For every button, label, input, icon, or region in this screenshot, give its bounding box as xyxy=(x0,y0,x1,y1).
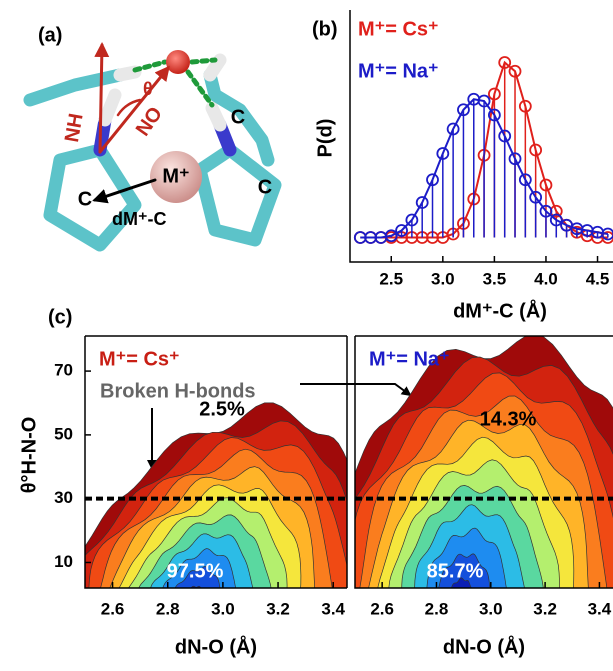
panel-label: (a) xyxy=(38,24,62,46)
point xyxy=(395,224,408,237)
point xyxy=(508,152,522,166)
atom-label: C xyxy=(78,188,92,210)
contour-level xyxy=(190,585,202,588)
series-line xyxy=(360,98,609,239)
point xyxy=(405,213,419,227)
x-tick-label: 3.5 xyxy=(483,269,507,288)
point xyxy=(539,178,553,192)
point xyxy=(518,173,532,187)
x-axis-label: dN-O (Å) xyxy=(175,634,257,658)
x-tick-label: 2.6 xyxy=(370,599,394,618)
point xyxy=(529,143,543,157)
point xyxy=(415,196,429,209)
y-tick-label: 10 xyxy=(54,552,73,571)
point xyxy=(384,229,398,243)
axis xyxy=(354,335,613,589)
x-tick-label: 2.8 xyxy=(156,599,180,618)
molecule xyxy=(23,42,282,252)
annotation-arrow xyxy=(300,383,412,397)
point xyxy=(601,231,613,244)
contour-level xyxy=(438,553,491,588)
x-tick-label: 2.5 xyxy=(379,269,403,288)
annotation: 2.5% xyxy=(199,398,245,420)
y-axis-label: θ°H-N-O xyxy=(18,417,40,494)
point xyxy=(549,213,563,227)
vector-label: NH xyxy=(61,112,88,144)
atom-label: C xyxy=(258,176,272,198)
panel-label: (b) xyxy=(312,18,338,40)
y-tick-label: 30 xyxy=(54,488,73,507)
x-tick-label: 3.4 xyxy=(321,599,345,618)
point xyxy=(498,56,512,69)
point xyxy=(601,227,613,241)
x-tick-label: 2.6 xyxy=(101,599,125,618)
ion-label: M⁺ xyxy=(162,165,189,187)
x-tick-label: 2.8 xyxy=(425,599,449,618)
angle-label: θ xyxy=(143,79,153,99)
annotation: 97.5% xyxy=(167,560,224,582)
x-axis-label: dN-O (Å) xyxy=(443,634,525,658)
point xyxy=(529,190,543,204)
plot-title: M⁺= Na⁺ xyxy=(369,348,450,370)
x-tick-label: 3.0 xyxy=(479,599,503,618)
point xyxy=(498,129,512,143)
annotation: 14.3% xyxy=(480,408,537,430)
point xyxy=(477,94,491,108)
point xyxy=(487,108,501,122)
x-tick-label: 3.2 xyxy=(266,599,290,618)
annotation: Broken H-bonds xyxy=(100,380,256,402)
atom-label: C xyxy=(231,106,245,128)
legend-entry: M⁺= Na⁺ xyxy=(358,60,439,82)
x-tick-label: 3.2 xyxy=(533,599,557,618)
y-axis-label: P(d) xyxy=(314,119,336,158)
x-tick-label: 3.0 xyxy=(431,269,455,288)
x-tick-label: 4.0 xyxy=(534,269,558,288)
contour-level xyxy=(450,577,472,588)
x-tick-label: 3.4 xyxy=(588,599,612,618)
contour-plot xyxy=(85,402,347,588)
point xyxy=(508,64,522,78)
point xyxy=(487,87,501,101)
annotation: 85.7% xyxy=(427,560,484,582)
panel-label: (c) xyxy=(48,306,72,328)
point xyxy=(539,204,553,218)
y-tick-label: 50 xyxy=(54,424,73,443)
y-tick-label: 70 xyxy=(54,361,73,380)
legend-entry: M⁺= Cs⁺ xyxy=(358,18,439,40)
contour-plot xyxy=(355,336,613,588)
point xyxy=(446,122,460,136)
x-axis-label: dM⁺-C (Å) xyxy=(453,298,547,322)
plot-title: M⁺= Cs⁺ xyxy=(99,348,180,370)
point xyxy=(426,173,439,187)
contour-level xyxy=(174,566,221,588)
axis xyxy=(84,335,348,589)
axis xyxy=(349,10,613,263)
point xyxy=(518,99,532,113)
x-tick-label: 3.0 xyxy=(211,599,235,618)
distance-label: dM⁺-C xyxy=(112,209,166,229)
point xyxy=(436,147,450,160)
point xyxy=(457,103,470,117)
x-tick-label: 4.5 xyxy=(586,269,610,288)
